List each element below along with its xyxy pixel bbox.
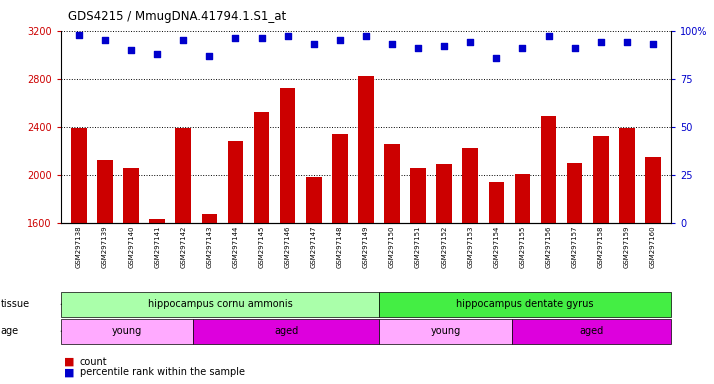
Text: aged: aged bbox=[579, 326, 603, 336]
Bar bbox=[436, 164, 452, 223]
Text: tissue: tissue bbox=[1, 299, 30, 310]
Point bbox=[517, 45, 528, 51]
Point bbox=[569, 45, 580, 51]
Point bbox=[543, 33, 554, 40]
Point bbox=[126, 47, 137, 53]
Text: hippocampus dentate gyrus: hippocampus dentate gyrus bbox=[456, 299, 594, 310]
Point bbox=[491, 55, 502, 61]
Point bbox=[203, 53, 215, 59]
Text: GDS4215 / MmugDNA.41794.1.S1_at: GDS4215 / MmugDNA.41794.1.S1_at bbox=[68, 10, 286, 23]
Bar bbox=[201, 214, 217, 223]
Bar bbox=[593, 136, 608, 223]
Bar bbox=[384, 144, 400, 223]
Text: ■: ■ bbox=[64, 367, 75, 377]
Bar bbox=[540, 116, 556, 223]
Point bbox=[230, 35, 241, 41]
Point bbox=[621, 39, 633, 45]
Bar bbox=[463, 148, 478, 223]
Text: aged: aged bbox=[274, 326, 298, 336]
Text: count: count bbox=[80, 357, 108, 367]
Bar bbox=[228, 141, 243, 223]
Bar bbox=[358, 76, 373, 223]
Point bbox=[334, 37, 346, 43]
Bar bbox=[645, 157, 660, 223]
Point bbox=[99, 37, 111, 43]
Bar bbox=[567, 163, 583, 223]
Point bbox=[308, 41, 319, 47]
Bar bbox=[280, 88, 296, 223]
Point bbox=[595, 39, 606, 45]
Bar bbox=[411, 167, 426, 223]
Point bbox=[386, 41, 398, 47]
Text: hippocampus cornu ammonis: hippocampus cornu ammonis bbox=[148, 299, 292, 310]
Bar bbox=[488, 182, 504, 223]
Point bbox=[178, 37, 189, 43]
Point bbox=[360, 33, 371, 40]
Point bbox=[74, 31, 85, 38]
Text: age: age bbox=[1, 326, 19, 336]
Bar bbox=[71, 128, 87, 223]
Bar bbox=[619, 128, 635, 223]
Bar bbox=[124, 167, 139, 223]
Bar bbox=[332, 134, 348, 223]
Bar bbox=[176, 128, 191, 223]
Text: ■: ■ bbox=[64, 357, 75, 367]
Text: young: young bbox=[112, 326, 142, 336]
Point bbox=[413, 45, 424, 51]
Text: percentile rank within the sample: percentile rank within the sample bbox=[80, 367, 245, 377]
Text: young: young bbox=[431, 326, 461, 336]
Point bbox=[647, 41, 658, 47]
Point bbox=[151, 51, 163, 57]
Bar bbox=[515, 174, 531, 223]
Point bbox=[282, 33, 293, 40]
Bar bbox=[97, 161, 113, 223]
Bar bbox=[253, 113, 269, 223]
Point bbox=[465, 39, 476, 45]
Point bbox=[256, 35, 267, 41]
Bar bbox=[149, 219, 165, 223]
Bar bbox=[306, 177, 321, 223]
Point bbox=[438, 43, 450, 49]
